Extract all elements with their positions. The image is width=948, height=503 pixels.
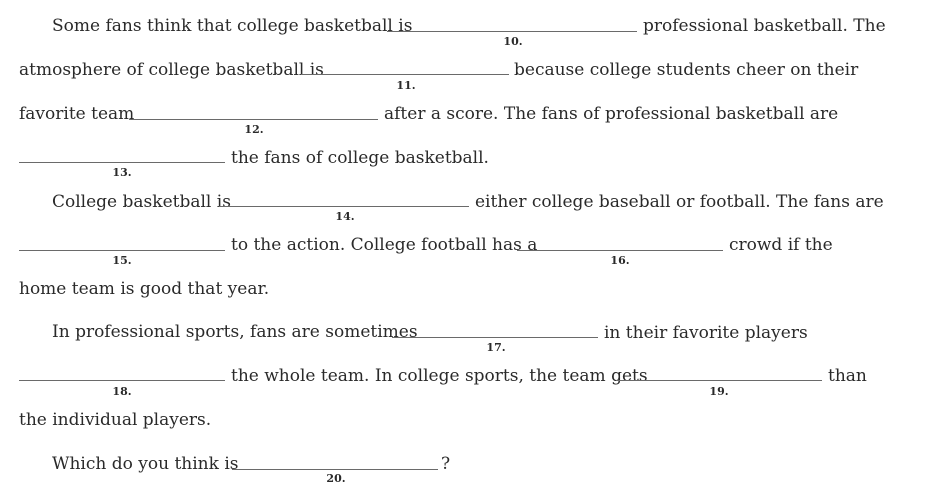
answer-blank-19[interactable]: [616, 380, 822, 381]
answer-blank-16[interactable]: [517, 250, 723, 251]
answer-blank-17[interactable]: [392, 337, 598, 338]
blank-number: 19.: [709, 385, 729, 398]
answer-blank-15[interactable]: [19, 250, 225, 251]
blank-number: 11.: [396, 79, 416, 92]
answer-blank-12[interactable]: [129, 119, 378, 120]
text-segment: professional basketball. The: [643, 16, 886, 36]
blank-number: 16.: [610, 254, 630, 267]
text-segment: than: [828, 366, 867, 386]
text-segment: the individual players.: [19, 410, 212, 430]
text-segment: crowd if the: [729, 235, 833, 255]
text-segment: after a score. The fans of professional …: [384, 104, 839, 124]
text-segment: home team is good that year.: [19, 279, 270, 299]
blank-number: 17.: [486, 341, 506, 354]
text-segment: either college baseball or football. The…: [475, 192, 884, 212]
text-segment: in their favorite players: [604, 323, 808, 343]
text-segment: Which do you think is: [52, 454, 239, 474]
text-segment: ?: [441, 454, 451, 474]
text-segment: In professional sports, fans are sometim…: [52, 322, 418, 342]
answer-blank-10[interactable]: [387, 31, 637, 32]
answer-blank-20[interactable]: [232, 469, 438, 470]
blank-number: 13.: [112, 166, 132, 179]
text-segment: atmosphere of college basketball is: [19, 60, 324, 80]
text-segment: Some fans think that college basketball …: [52, 16, 413, 36]
blank-number: 14.: [335, 210, 355, 223]
text-segment: College basketball is: [52, 192, 231, 212]
blank-number: 10.: [503, 35, 523, 48]
answer-blank-11[interactable]: [301, 74, 509, 75]
answer-blank-14[interactable]: [219, 206, 469, 207]
answer-blank-13[interactable]: [19, 162, 225, 163]
text-segment: because college students cheer on their: [514, 60, 859, 80]
blank-number: 20.: [326, 472, 346, 485]
blank-number: 15.: [112, 254, 132, 267]
blank-number: 12.: [244, 123, 264, 136]
text-segment: the whole team. In college sports, the t…: [231, 366, 648, 386]
answer-blank-18[interactable]: [19, 380, 225, 381]
text-segment: the fans of college basketball.: [231, 148, 489, 168]
blank-number: 18.: [112, 385, 132, 398]
text-segment: to the action. College football has a: [231, 235, 538, 255]
text-segment: favorite team: [19, 104, 135, 124]
